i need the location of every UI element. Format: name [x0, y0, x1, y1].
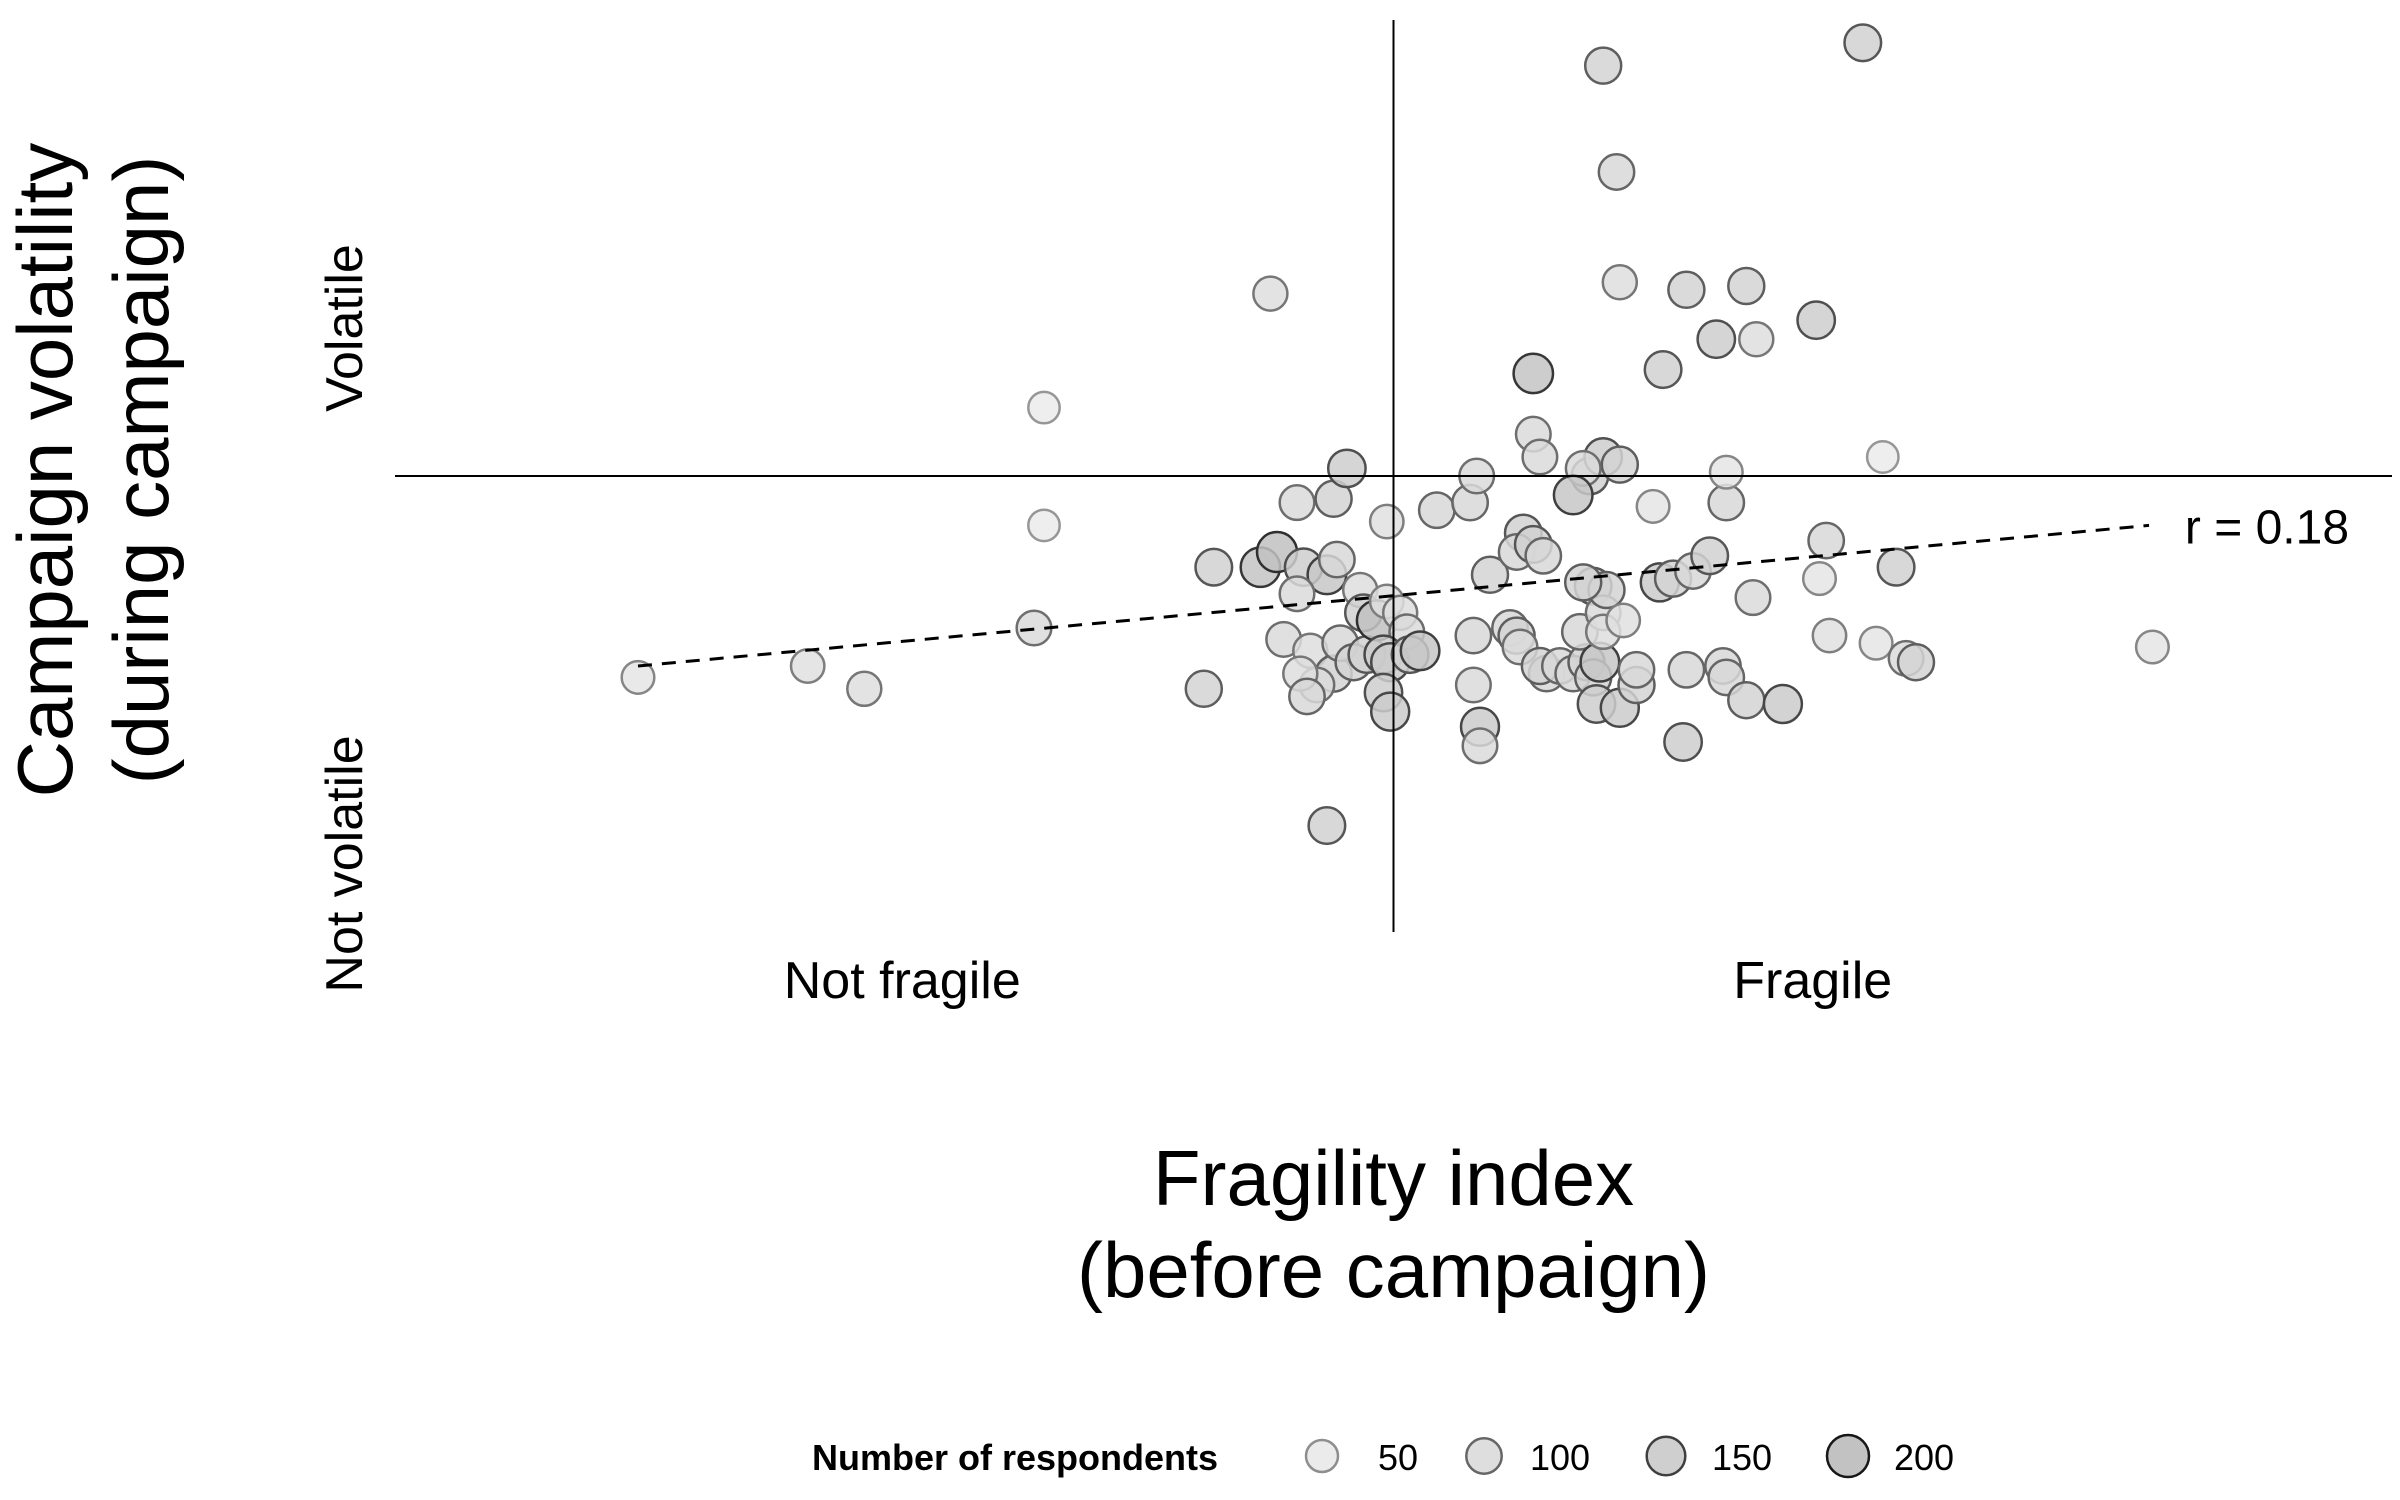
legend-label-100: 100	[1530, 1437, 1590, 1478]
data-point	[1583, 46, 1623, 85]
correlation-annotation: r = 0.18	[2185, 501, 2349, 554]
data-point	[1663, 722, 1704, 762]
x-category-label-fragile: Fragile	[1733, 952, 1892, 1010]
y-category-label-volatile: Volatile	[316, 244, 374, 412]
data-point	[1461, 727, 1499, 765]
data-point	[1252, 275, 1289, 312]
legend-key-50	[1304, 1438, 1340, 1474]
data-point	[1184, 669, 1224, 709]
data-point	[1454, 666, 1492, 704]
trend-line	[637, 523, 2150, 668]
x-axis-title-line-2: (before campaign)	[1077, 1226, 1710, 1314]
data-point	[1307, 806, 1347, 846]
data-point	[789, 648, 826, 684]
legend-label-200: 200	[1894, 1437, 1954, 1478]
data-point	[620, 659, 656, 695]
data-point	[1734, 579, 1772, 617]
data-point	[1524, 536, 1563, 575]
x-axis-title-line-1: Fragility index	[1153, 1134, 1634, 1222]
data-point	[1605, 602, 1642, 639]
data-point	[1368, 503, 1405, 540]
data-point	[846, 670, 883, 708]
data-point	[1762, 683, 1804, 725]
legend-label-50: 50	[1378, 1437, 1418, 1478]
data-point	[1635, 488, 1671, 524]
data-point	[1399, 630, 1441, 672]
data-point	[1696, 319, 1737, 360]
legend-key-200	[1825, 1433, 1871, 1479]
legend-label-150: 150	[1712, 1437, 1772, 1478]
data-point	[1288, 677, 1326, 716]
data-point	[1278, 484, 1316, 522]
data-point	[2134, 629, 2170, 665]
data-point	[1600, 445, 1640, 484]
data-point	[1470, 555, 1510, 595]
data-point	[1707, 483, 1746, 522]
data-point	[1858, 625, 1894, 661]
data-point	[1278, 575, 1316, 613]
legend-key-150	[1645, 1435, 1687, 1477]
points-layer	[620, 23, 2170, 846]
data-point	[1027, 508, 1061, 543]
data-point	[1617, 650, 1656, 689]
data-point	[1738, 320, 1775, 358]
data-point	[1326, 448, 1367, 489]
data-point	[1552, 474, 1594, 516]
data-point	[1417, 491, 1456, 530]
data-point	[1317, 540, 1356, 579]
data-point	[1194, 547, 1234, 587]
data-point	[1796, 300, 1837, 341]
data-point	[1512, 352, 1555, 395]
data-point	[1454, 616, 1493, 655]
data-point	[1727, 266, 1766, 306]
data-point	[1667, 650, 1706, 689]
data-point	[1667, 270, 1706, 310]
data-point	[1708, 454, 1744, 490]
data-point	[1563, 563, 1603, 602]
y-category-label-not-volatile: Not volatile	[316, 735, 374, 992]
data-point	[1597, 153, 1636, 191]
data-point	[1865, 440, 1900, 474]
data-point	[1876, 547, 1916, 587]
data-point	[1801, 561, 1838, 597]
data-point	[1369, 691, 1411, 732]
legend-key-100	[1465, 1437, 1503, 1475]
data-point	[1843, 23, 1883, 63]
x-category-label-not-fragile: Not fragile	[784, 952, 1021, 1010]
size-legend: Number of respondents 50 100 150 200	[812, 1433, 1954, 1479]
data-point	[1811, 617, 1848, 654]
legend-title: Number of respondents	[812, 1437, 1218, 1478]
data-point	[1643, 350, 1683, 390]
data-point	[1896, 642, 1936, 682]
y-axis-title-line-2: (during campaign)	[97, 156, 185, 785]
data-point	[1727, 680, 1766, 720]
data-point	[1601, 263, 1639, 301]
data-point	[1807, 521, 1846, 560]
legend-items: 50 100 150 200	[1304, 1433, 1954, 1479]
data-point	[1027, 390, 1061, 425]
y-axis-title-line-1: Campaign volatility	[1, 143, 89, 798]
data-point	[1521, 438, 1559, 476]
